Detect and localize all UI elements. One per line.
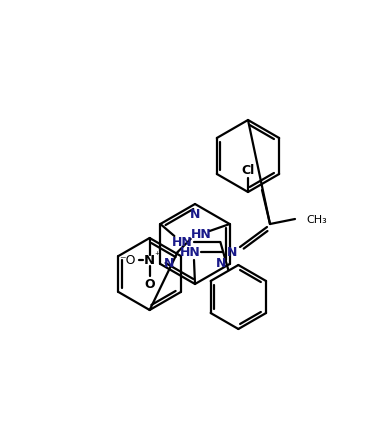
Text: N: N bbox=[164, 257, 174, 270]
Text: N: N bbox=[190, 208, 200, 221]
Text: ⁻O: ⁻O bbox=[119, 254, 136, 267]
Text: N: N bbox=[144, 254, 155, 267]
Text: HN: HN bbox=[191, 228, 212, 241]
Text: N: N bbox=[227, 246, 237, 259]
Text: N: N bbox=[216, 257, 226, 270]
Text: HN: HN bbox=[180, 246, 200, 259]
Text: ⁺: ⁺ bbox=[154, 250, 159, 261]
Text: CH₃: CH₃ bbox=[306, 215, 327, 224]
Text: Cl: Cl bbox=[242, 164, 255, 177]
Text: HN: HN bbox=[172, 236, 193, 249]
Text: O: O bbox=[144, 278, 155, 291]
